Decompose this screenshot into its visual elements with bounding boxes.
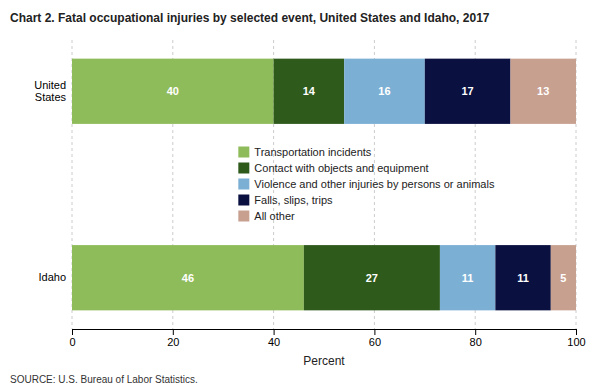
legend-swatch (238, 179, 249, 190)
data-label: 13 (537, 85, 549, 97)
data-label: 17 (462, 85, 474, 97)
bar (495, 245, 550, 310)
data-label: 27 (366, 272, 378, 284)
y-tick-label-line: States (35, 91, 67, 103)
x-tick-mark (173, 329, 174, 335)
x-axis-title: Percent (303, 354, 345, 368)
y-tick: Idaho (38, 271, 72, 283)
legend-label: Violence and other injuries by persons o… (254, 178, 495, 190)
data-label: 11 (462, 272, 474, 284)
x-tick-label: 60 (369, 336, 381, 348)
legend-swatch (238, 211, 249, 222)
data-label: 14 (303, 85, 316, 97)
chart-title: Chart 2. Fatal occupational injuries by … (10, 11, 490, 25)
bar (440, 245, 495, 310)
legend-swatch (238, 147, 249, 158)
y-tick-label-line: United (34, 79, 66, 91)
series-group (510, 59, 576, 311)
y-axis: UnitedStates Idaho (34, 79, 72, 284)
x-tick-label: 80 (470, 336, 482, 348)
bar (344, 59, 425, 124)
plot-area: 40 46 14 27 16 11 17 11 13 5 0 20 40 60 80 100 UnitedSta… (34, 40, 585, 348)
legend-label: Contact with objects and equipment (254, 162, 428, 174)
x-tick-mark (374, 329, 375, 335)
x-tick: 60 (369, 329, 381, 348)
bar (72, 59, 274, 124)
x-axis: 0 20 40 60 80 100 (69, 329, 585, 348)
chart-svg: Chart 2. Fatal occupational injuries by … (0, 0, 600, 389)
legend-swatch (238, 163, 249, 174)
data-label: 16 (378, 85, 390, 97)
bar (304, 245, 440, 310)
y-tick-label: UnitedStates (34, 79, 66, 103)
x-tick: 80 (470, 329, 482, 348)
legend-label: Transportation incidents (254, 146, 371, 158)
chart-container: Chart 2. Fatal occupational injuries by … (0, 0, 600, 389)
grid (72, 40, 576, 329)
x-tick-mark (274, 329, 275, 335)
legend-item: Transportation incidents (238, 146, 371, 158)
x-tick-label: 40 (268, 336, 280, 348)
data-label: 40 (167, 85, 179, 97)
bar (72, 245, 304, 310)
legend-item: Contact with objects and equipment (238, 162, 428, 174)
bar (551, 245, 576, 310)
source-note: SOURCE: U.S. Bureau of Labor Statistics. (10, 374, 198, 385)
x-tick: 0 (69, 329, 75, 348)
legend-label: Falls, slips, trips (254, 194, 333, 206)
bars (72, 59, 576, 311)
data-labels: 40 46 14 27 16 11 17 11 13 5 (167, 85, 567, 283)
data-label: 5 (560, 272, 566, 284)
legend: Transportation incidents Contact with obj… (238, 146, 495, 222)
x-tick: 20 (167, 329, 179, 348)
legend-label: All other (254, 210, 295, 222)
x-tick-mark (576, 329, 577, 335)
bar (274, 59, 345, 124)
x-tick: 100 (567, 329, 585, 348)
y-tick-label-line: Idaho (38, 271, 66, 283)
legend-item: Falls, slips, trips (238, 194, 333, 206)
x-axis-line (73, 330, 577, 336)
legend-swatch (238, 195, 249, 206)
y-tick-label: Idaho (38, 271, 66, 283)
x-tick-label: 20 (167, 336, 179, 348)
bar (510, 59, 576, 124)
x-tick-mark (72, 329, 73, 335)
x-tick-label: 100 (567, 336, 585, 348)
legend-item: All other (238, 210, 295, 222)
data-label: 11 (517, 272, 529, 284)
x-tick: 40 (268, 329, 280, 348)
legend-item: Violence and other injuries by persons o… (238, 178, 495, 190)
bar (425, 59, 511, 124)
y-tick: UnitedStates (34, 79, 72, 103)
x-tick-mark (475, 329, 476, 335)
data-label: 46 (182, 272, 194, 284)
x-tick-label: 0 (69, 336, 75, 348)
